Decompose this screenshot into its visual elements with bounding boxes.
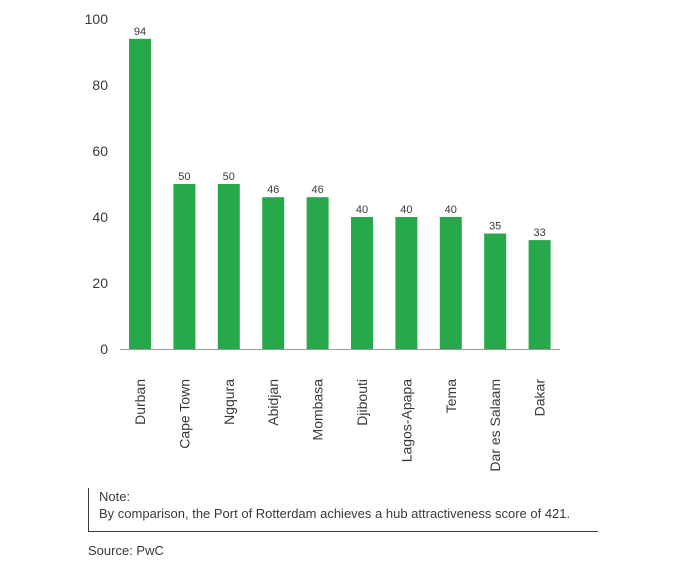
note-text: By comparison, the Port of Rotterdam ach…	[99, 506, 571, 521]
note-heading: Note:	[99, 489, 131, 504]
bar-chart: 0 20 40 60 80 100 94 50 50 46 46 40 40 40 35 33 Durban…	[85, 11, 560, 472]
bar	[351, 217, 373, 349]
x-tick-label: Cape Town	[176, 379, 192, 449]
x-tick-label: Durban	[132, 379, 148, 425]
data-label: 94	[134, 26, 146, 38]
x-tick-label: Dakar	[532, 379, 548, 417]
data-label: 40	[356, 204, 368, 216]
y-axis: 0 20 40 60 80 100	[85, 11, 109, 357]
bar	[395, 217, 418, 349]
x-tick-label: Dar es Salaam	[487, 379, 503, 472]
data-label: 50	[223, 171, 235, 183]
x-tick-label: Djibouti	[354, 379, 370, 426]
data-label: 46	[311, 184, 323, 196]
bar	[173, 184, 196, 349]
bar	[262, 197, 285, 349]
bar	[528, 240, 551, 349]
data-label: 33	[533, 227, 545, 239]
y-tick-label: 100	[85, 11, 109, 27]
bar	[484, 233, 507, 349]
y-tick-label: 60	[92, 143, 108, 159]
x-tick-label: Ngqura	[221, 379, 237, 425]
data-label: 40	[400, 204, 412, 216]
y-tick-label: 0	[100, 341, 108, 357]
bar	[439, 217, 462, 349]
source-text: Source: PwC	[88, 543, 164, 558]
bar	[217, 184, 240, 349]
y-tick-label: 20	[92, 275, 108, 291]
x-tick-label: Mombasa	[310, 379, 326, 441]
note-box: Note: By comparison, the Port of Rotterd…	[88, 488, 598, 532]
data-label: 35	[489, 221, 501, 233]
bar	[306, 197, 329, 349]
x-tick-label: Lagos-Apapa	[398, 379, 414, 463]
bars	[129, 38, 551, 350]
x-tick-label: Abidjan	[265, 379, 281, 426]
data-label: 46	[267, 184, 279, 196]
data-label: 50	[178, 171, 190, 183]
data-labels: 94 50 50 46 46 40 40 40 35 33	[134, 26, 546, 239]
x-axis: Durban Cape Town Ngqura Abidjan Mombasa Djibo…	[120, 349, 560, 472]
x-tick-label: Tema	[443, 379, 459, 413]
data-label: 40	[445, 204, 457, 216]
bar	[129, 38, 151, 350]
y-tick-label: 40	[92, 209, 108, 225]
y-tick-label: 80	[92, 77, 108, 93]
